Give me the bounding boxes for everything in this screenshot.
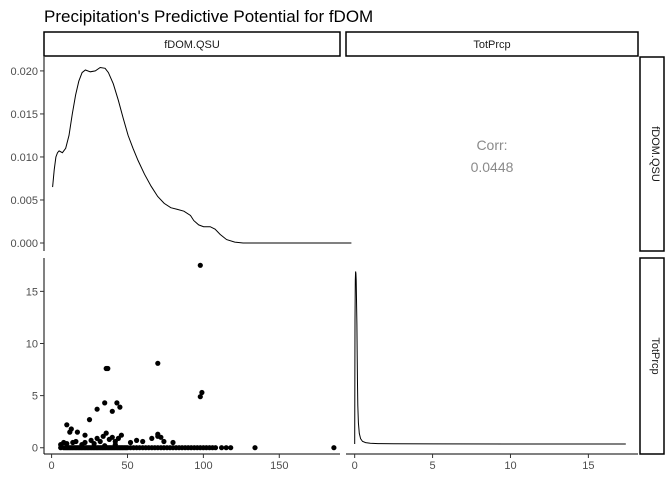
scatter-y-tick-label: 10 (26, 338, 38, 350)
scatter-point (223, 445, 229, 451)
scatter-point (68, 426, 74, 432)
scatter-point (127, 439, 134, 446)
scatter-point (134, 437, 140, 443)
scatter-point (105, 365, 111, 372)
scatter-x-ticks: 0 50 100 150 (49, 454, 288, 472)
scatter-x-tick-label: 0 (49, 460, 55, 472)
prcp-density-x-tick-label: 0 (352, 460, 358, 472)
panel-scatter: 0 5 10 15 0 50 100 150 (26, 258, 340, 472)
scatter-point (219, 445, 225, 451)
scatter-y-tick-label: 5 (32, 391, 38, 403)
panel-prcp-density: 0 5 10 15 (346, 271, 638, 472)
scatter-y-tick-label: 15 (26, 286, 38, 298)
scatter-y-ticks: 0 5 10 15 (26, 286, 44, 455)
strip-col-1 (43, 31, 341, 57)
scatter-point (103, 430, 109, 436)
scatter-point (155, 360, 161, 366)
scatter-point (102, 443, 108, 449)
scatter-point (228, 445, 234, 451)
fdom-density-y-ticks: 0.000 0.005 0.010 0.015 0.020 (10, 66, 44, 250)
panel-correlation: Corr: 0.0448 (471, 137, 514, 175)
scatter-point (252, 445, 258, 451)
scatter-x-tick-label: 50 (121, 460, 133, 472)
scatter-point (97, 438, 103, 445)
prcp-density-x-ticks: 0 5 10 15 (352, 454, 595, 472)
scatter-points (58, 262, 337, 451)
fdom-density-y-tick-label: 0.020 (10, 66, 38, 78)
scatter-point (331, 445, 337, 451)
scatter-point (118, 432, 124, 438)
prcp-density-x-tick-label: 15 (582, 460, 594, 472)
scatter-point (74, 429, 80, 435)
scatter-point (155, 433, 161, 439)
strip-label-row-2: TotPrcp (649, 337, 661, 374)
scatter-point (109, 408, 115, 414)
scatter-point (73, 438, 79, 445)
strip-label-col-2: TotPrcp (473, 39, 510, 51)
scatter-point (117, 404, 123, 410)
corr-value: 0.0448 (471, 159, 514, 175)
fdom-density-y-tick-label: 0.015 (10, 109, 38, 121)
prcp-density-x-tick-label: 5 (430, 460, 436, 472)
scatter-y-tick-label: 0 (32, 443, 38, 455)
fdom-density-line (52, 66, 352, 244)
prcp-density-line (354, 271, 626, 445)
scatter-x-tick-label: 100 (194, 460, 212, 472)
prcp-density-x-tick-label: 10 (504, 460, 516, 472)
fdom-density-y-tick-label: 0.005 (10, 195, 38, 207)
scatter-point (197, 394, 203, 400)
scatter-point (82, 439, 88, 446)
scatter-point (64, 422, 70, 428)
scatter-x-tick-label: 150 (270, 460, 288, 472)
fdom-density-y-tick-label: 0.010 (10, 152, 38, 164)
strip-row-2 (639, 257, 665, 455)
scatter-point (199, 389, 205, 396)
scatter-point (161, 438, 167, 445)
scatter-point (61, 439, 67, 446)
scatter-point (140, 438, 146, 445)
fdom-density-y-tick-label: 0.000 (10, 238, 38, 250)
strip-row-1 (639, 56, 665, 252)
strip-col-2 (345, 31, 639, 57)
corr-label: Corr: (476, 137, 507, 153)
scatter-point (82, 432, 88, 438)
strip-label-row-1: fDOM.QSU (649, 126, 661, 182)
scatter-point (112, 442, 118, 448)
scatter-point (109, 434, 115, 440)
scatter-point (102, 400, 108, 406)
scatter-point (114, 400, 120, 406)
scatter-point (197, 262, 203, 268)
scatter-point (94, 406, 100, 412)
scatter-point (212, 445, 219, 451)
scatter-point (170, 439, 176, 446)
scatter-point (91, 441, 97, 447)
panel-fdom-density: 0.000 0.005 0.010 0.015 0.020 (10, 57, 352, 251)
strip-label-col-1: fDOM.QSU (164, 39, 220, 51)
scatter-point (86, 417, 93, 423)
chart-title: Precipitation's Predictive Potential for… (44, 7, 373, 26)
scatter-point (149, 435, 155, 441)
